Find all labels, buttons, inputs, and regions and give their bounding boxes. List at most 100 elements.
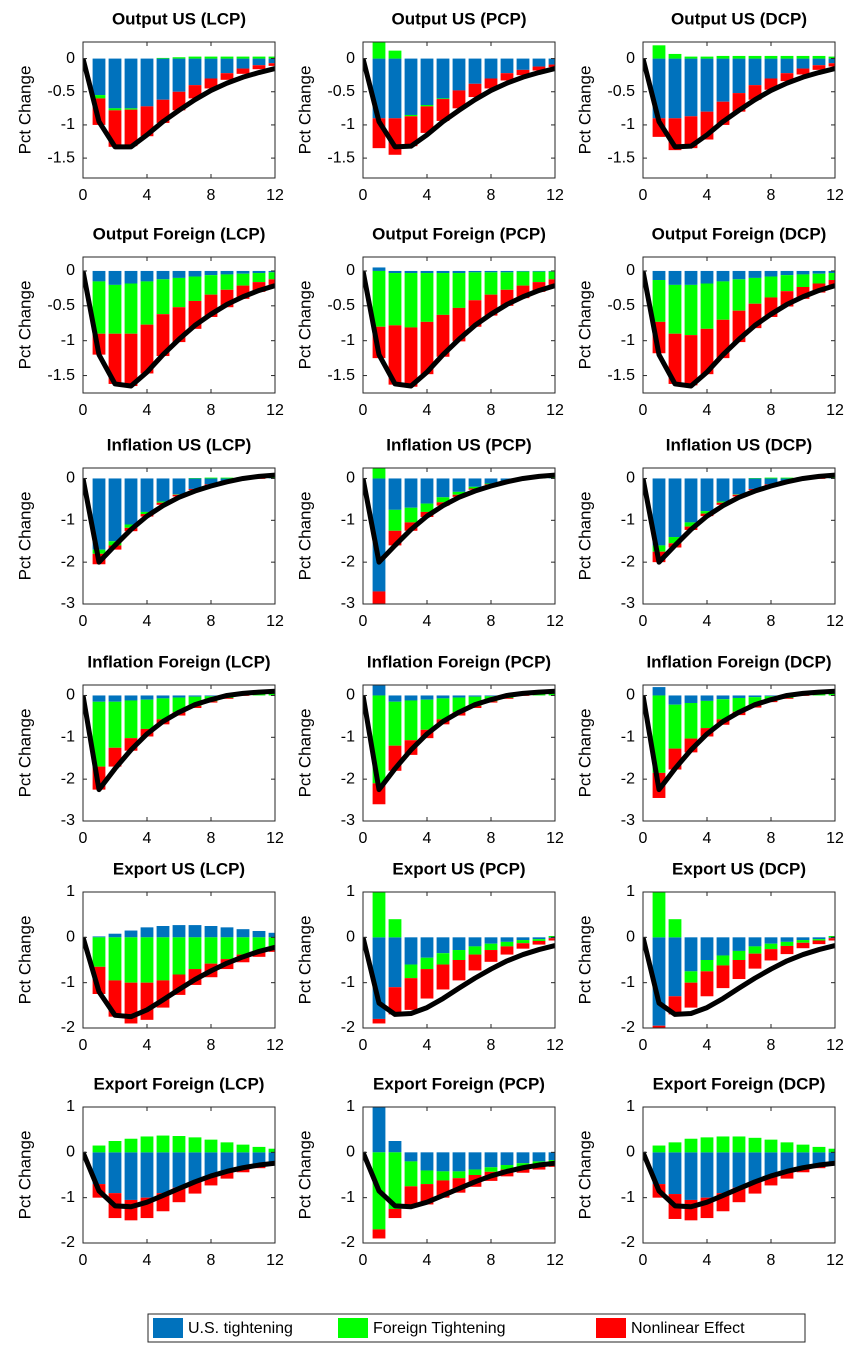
panel-title: Inflation US (DCP) (666, 435, 812, 454)
y-tick-label: -2 (61, 1019, 75, 1036)
plot-area (83, 472, 275, 565)
bar-segment (436, 964, 450, 990)
bar-segment (220, 274, 234, 290)
bar-segment (252, 58, 266, 66)
bar-segment (668, 53, 682, 59)
bar-segment (388, 1209, 402, 1219)
panel: Output US (PCP) Pct Change -1.5 -1 -0.5 0 0 4 8 1… (295, 9, 564, 204)
bar-segment (108, 701, 122, 748)
axes-box (82, 41, 276, 179)
bar-segment (828, 63, 835, 67)
y-tick-label: 1 (626, 1098, 635, 1115)
bar-segment (372, 267, 386, 271)
bar-segment (140, 695, 154, 700)
x-tick-label: 12 (826, 1252, 844, 1269)
bar-segment (452, 478, 466, 492)
bar-segment (372, 42, 386, 59)
y-tick-label: -2 (621, 1019, 635, 1036)
bar-segment (452, 307, 466, 342)
bar-segment (468, 272, 482, 301)
panel-title: Inflation Foreign (LCP) (87, 652, 270, 671)
bar-segment (780, 941, 794, 946)
bar-segment (124, 695, 138, 701)
bar-segment (700, 328, 714, 375)
y-tick-label: 1 (66, 883, 75, 900)
total-line (643, 270, 835, 389)
bar-segment (652, 1145, 666, 1153)
bar-segment (188, 696, 202, 706)
bar-segment (220, 58, 234, 74)
bar-segment (452, 90, 466, 109)
bar-segment (420, 270, 434, 274)
bar-segment (668, 695, 682, 705)
y-tick-label: 0 (346, 50, 355, 67)
bar-segment (188, 695, 202, 697)
bar-segment (700, 56, 714, 59)
bar-segment (140, 699, 154, 729)
bar-segment (452, 960, 466, 981)
bar-segment (700, 937, 714, 960)
bar-segment (532, 937, 546, 940)
bar-segment (652, 1152, 666, 1185)
bar-segment (780, 937, 794, 942)
x-tick-label: 8 (767, 402, 776, 419)
bar-segment (108, 58, 122, 109)
bar-segment (532, 1165, 546, 1170)
bar-segment (780, 55, 794, 59)
bar-segment (140, 478, 154, 512)
bar-segment (172, 937, 186, 975)
bar-segment (468, 695, 482, 697)
bar-segment (468, 946, 482, 955)
bar-segment (236, 273, 250, 286)
y-tick-label: 0 (626, 1144, 635, 1161)
bar-segment (652, 695, 666, 773)
bar-segment (796, 937, 810, 941)
bar-segment (188, 1181, 202, 1194)
bar-segment (484, 270, 498, 273)
y-tick-label: -1 (621, 116, 635, 133)
bar-segment (124, 58, 138, 109)
bar-segment (484, 58, 498, 79)
bar-segment (220, 1171, 234, 1179)
y-tick-label: -3 (621, 595, 635, 612)
x-tick-label: 12 (546, 613, 564, 630)
bar-segment (716, 965, 730, 989)
y-axis-label: Pct Change (295, 281, 314, 370)
y-tick-label: 1 (346, 1098, 355, 1115)
bar-segment (108, 270, 122, 285)
x-tick-label: 0 (79, 1037, 88, 1054)
panel-title: Export Foreign (DCP) (653, 1074, 826, 1093)
bar-segment (780, 697, 794, 699)
y-axis-label: Pct Change (575, 709, 594, 798)
bar-segment (748, 270, 762, 278)
x-tick-label: 4 (143, 1252, 152, 1269)
x-tick-label: 12 (546, 830, 564, 847)
bar-segment (436, 270, 450, 274)
legend: U.S. tightening Foreign Tightening Nonline… (147, 1313, 806, 1343)
panel-title: Inflation US (LCP) (107, 435, 251, 454)
bar-segment (388, 270, 402, 274)
bar-segment (404, 978, 418, 1010)
bar-segment (236, 1144, 250, 1153)
plot-area (363, 892, 555, 1024)
total-line (83, 472, 275, 565)
bar-segment (124, 700, 138, 739)
x-tick-label: 12 (266, 830, 284, 847)
x-tick-label: 8 (487, 402, 496, 419)
axes-box (82, 891, 276, 1029)
bar-segment (452, 950, 466, 960)
bar-segment (516, 943, 530, 949)
bar-segment (652, 45, 666, 59)
bar-segment (780, 477, 794, 479)
total-line (363, 1151, 555, 1210)
bar-segment (156, 57, 170, 59)
y-tick-label: -2 (341, 770, 355, 787)
bar-segment (684, 478, 698, 523)
bar-segment (532, 58, 546, 67)
panel: Output US (LCP) Pct Change -1.5 -1 -0.5 0 0 4 8 1… (15, 9, 284, 204)
bar-segment (780, 1171, 794, 1179)
bar-segment (156, 937, 170, 981)
y-tick-label: 1 (66, 1098, 75, 1115)
bar-segment (436, 497, 450, 503)
bar-segment (828, 1148, 835, 1153)
